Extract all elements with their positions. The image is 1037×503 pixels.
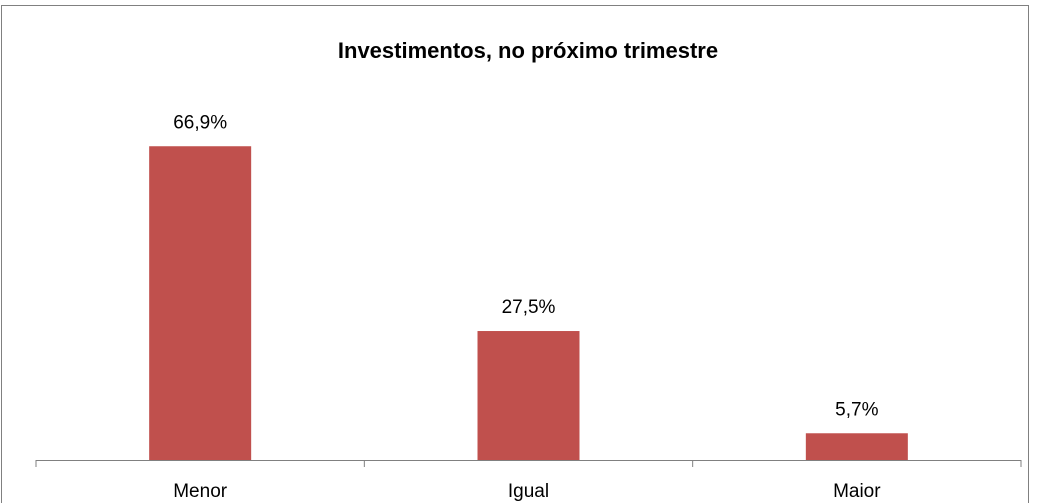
x-tick-label: Igual xyxy=(508,481,549,502)
chart-title: Investimentos, no próximo trimestre xyxy=(338,38,718,63)
data-label: 5,7% xyxy=(835,399,878,420)
bar xyxy=(805,433,908,460)
x-tick-label: Maior xyxy=(833,481,881,502)
bar xyxy=(149,146,252,460)
data-label: 66,9% xyxy=(173,112,227,133)
data-label: 27,5% xyxy=(502,297,556,318)
bar xyxy=(477,331,580,460)
x-tick-label: Menor xyxy=(173,481,228,502)
